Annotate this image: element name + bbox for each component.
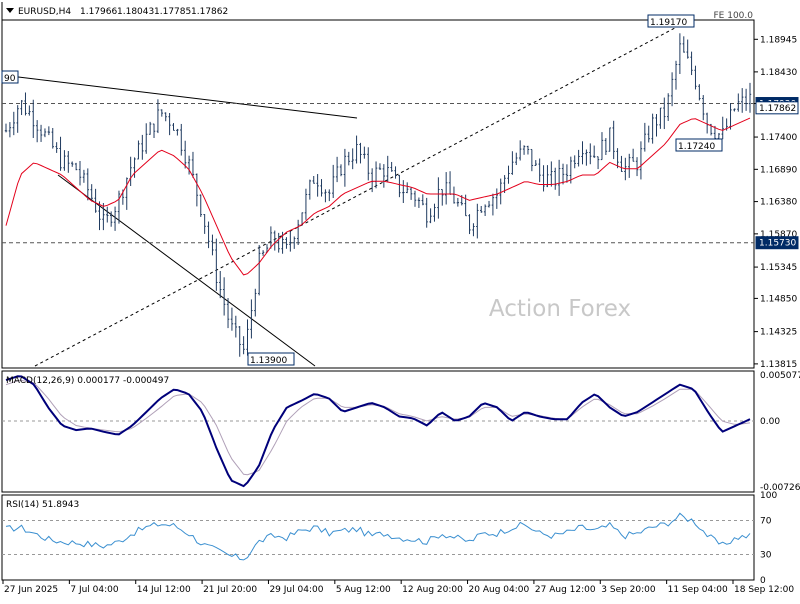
macd-label: MACD(12,26,9) 0.000177 -0.000497 bbox=[6, 376, 169, 386]
x-axis-label: 27 Jun 2025 bbox=[4, 585, 58, 595]
x-axis-label: 11 Sep 04:00 bbox=[668, 585, 728, 595]
price-y-tick-label: 1.17400 bbox=[760, 133, 797, 143]
price-level-label: 1.17862 bbox=[759, 104, 796, 114]
x-axis-label: 29 Jul 04:00 bbox=[269, 585, 323, 595]
fe-level-label: FE 100.0 bbox=[714, 11, 754, 21]
price-y-tick-label: 1.15870 bbox=[760, 230, 797, 240]
annotation-box bbox=[247, 352, 295, 366]
x-axis-label: 3 Sep 20:00 bbox=[601, 585, 656, 595]
annotation-box bbox=[647, 14, 695, 28]
support-trendline bbox=[57, 174, 316, 367]
price-level-box bbox=[755, 101, 799, 115]
price-panel-frame bbox=[1, 19, 755, 369]
chart-menu-arrow-icon bbox=[6, 8, 14, 13]
chart-header-open: 1.17966 bbox=[80, 7, 117, 17]
rsi-y-tick-label: 70 bbox=[760, 517, 772, 527]
price-y-tick-label: 1.16380 bbox=[760, 198, 797, 208]
x-axis-label: 21 Jul 20:00 bbox=[203, 585, 257, 595]
annotation-label: 1.13900 bbox=[250, 356, 287, 366]
rsi-y-tick-label: 0 bbox=[760, 576, 766, 586]
price-y-tick-label: 1.14850 bbox=[760, 294, 797, 304]
macd-y-tick-label: -0.007261 bbox=[760, 483, 800, 493]
x-axis-label: 12 Aug 20:00 bbox=[402, 585, 463, 595]
macd-panel-frame bbox=[1, 370, 755, 493]
price-y-tick-label: 1.16890 bbox=[760, 165, 797, 175]
macd-y-tick-label: 0.00 bbox=[760, 417, 780, 427]
macd-main-line bbox=[5, 375, 751, 488]
annotation-box bbox=[1, 70, 19, 84]
annotation-label: 1.19170 bbox=[650, 18, 687, 28]
price-level-label: 1.15730 bbox=[759, 239, 796, 249]
x-axis-label: 5 Aug 12:00 bbox=[336, 585, 391, 595]
chart-header-close: 1.17862 bbox=[191, 7, 228, 17]
macd-signal-line bbox=[5, 379, 751, 476]
x-axis-label: 27 Aug 12:00 bbox=[535, 585, 596, 595]
rsi-y-tick-label: 30 bbox=[760, 551, 772, 561]
price-y-tick-label: 1.18945 bbox=[760, 35, 797, 45]
moving-average-line bbox=[5, 117, 751, 276]
rsi-label: RSI(14) 51.8943 bbox=[6, 500, 79, 510]
price-y-tick-label: 1.13815 bbox=[760, 360, 797, 370]
macd-y-tick-label: 0.005077 bbox=[760, 371, 800, 381]
price-y-tick-label: 1.18430 bbox=[760, 68, 797, 78]
rsi-panel-frame bbox=[1, 494, 755, 581]
watermark: Action Forex bbox=[489, 296, 631, 322]
annotation-label: 90 bbox=[4, 74, 16, 84]
price-level-box bbox=[755, 236, 799, 250]
x-axis-label: 14 Jul 12:00 bbox=[137, 585, 191, 595]
chart-header-symbol: EURUSD,H4 bbox=[18, 7, 71, 17]
rsi-y-tick-label: 100 bbox=[760, 491, 777, 501]
annotation-label: 1.17240 bbox=[678, 142, 715, 152]
rsi-line bbox=[5, 512, 751, 561]
chart-header-low: 1.17785 bbox=[154, 7, 191, 17]
x-axis-label: 7 Jul 04:00 bbox=[70, 585, 119, 595]
x-axis-label: 18 Sep 12:00 bbox=[734, 585, 794, 595]
price-y-tick-label: 1.15345 bbox=[760, 263, 797, 273]
annotation-box bbox=[675, 138, 723, 152]
price-y-tick-label: 1.14325 bbox=[760, 328, 797, 338]
resistance-trendline bbox=[9, 75, 358, 119]
x-axis-label: 20 Aug 04:00 bbox=[469, 585, 530, 595]
chart-header-high: 1.18043 bbox=[117, 7, 154, 17]
